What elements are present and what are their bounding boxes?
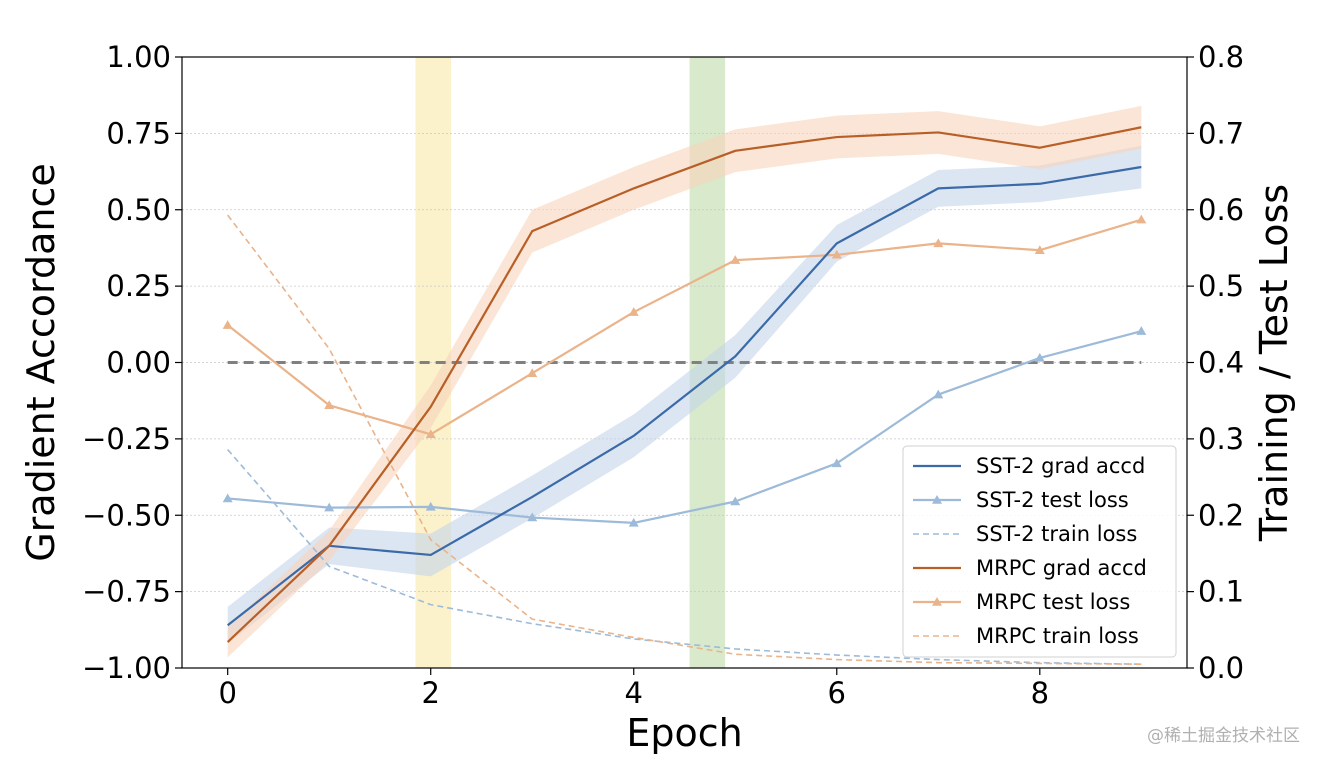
x-tick-label-1: 2	[421, 676, 439, 710]
watermark: @稀土掘金技术社区	[1147, 726, 1300, 746]
mrpc-test-loss-point-8	[1034, 245, 1045, 254]
x-tick-label-0: 0	[218, 676, 236, 710]
legend-box	[902, 445, 1177, 658]
y-right-tick-label-2: 0.2	[1198, 498, 1244, 532]
x-tick-label-3: 6	[828, 676, 846, 710]
x-axis-label: Epoch	[626, 711, 742, 755]
sst-2-test-loss-point-2	[425, 501, 436, 511]
mrpc-test-loss-point-9	[1136, 214, 1147, 224]
mrpc-test-loss-point-3	[527, 368, 538, 377]
legend-label-mrpc-train-loss: MRPC train loss	[976, 624, 1139, 648]
sst-2-grad-accd-band	[227, 145, 1142, 644]
mrpc-grad-accd-line	[226, 126, 1142, 643]
sst-2-test-loss-point-4	[628, 517, 639, 527]
y-left-tick-label-2: −0.50	[82, 498, 171, 532]
legend-label-mrpc-test-loss: MRPC test loss	[976, 590, 1130, 614]
legend-label-sst-2-test-loss: SST-2 test loss	[976, 488, 1129, 512]
legend-marker-mrpc-test-loss	[932, 597, 942, 606]
y-left-tick-label-6: 0.50	[106, 193, 171, 227]
sst-2-test-loss-point-0	[222, 493, 233, 503]
legend-label-sst-2-grad-accd: SST-2 grad accd	[976, 454, 1145, 478]
legend-label-mrpc-grad-accd: MRPC grad accd	[976, 556, 1147, 580]
mrpc-train-loss-line	[227, 214, 1142, 665]
mrpc-test-loss-point-7	[933, 238, 944, 248]
y-axis-label-left: Gradient Accordance	[19, 163, 63, 562]
y-right-tick-label-1: 0.1	[1198, 575, 1244, 609]
sst-2-test-loss-line	[227, 330, 1142, 524]
sst-2-train-loss-line	[227, 449, 1142, 665]
mrpc-test-loss-point-2	[425, 429, 436, 439]
legend-marker-sst-2-test-loss	[932, 495, 942, 504]
y-right-tick-label-0: 0.0	[1198, 651, 1244, 685]
series-lines	[222, 126, 1147, 665]
sst-2-grad-accd-line	[227, 165, 1142, 627]
y-left-tick-label-0: −1.00	[82, 651, 171, 685]
y-right-tick-label-4: 0.4	[1198, 346, 1244, 380]
axes: 0 2 4 6 8 −1.00 −0.75 −0.50 −0.25 0.00 0.25 0.50 0.7…	[19, 40, 1296, 755]
x-tick-label-2: 4	[625, 676, 643, 710]
legend: SST-2 grad accd SST-2 test loss SST-2 trai…	[902, 445, 1177, 658]
y-left-tick-label-3: −0.25	[82, 422, 171, 456]
sst-2-test-loss-point-9	[1136, 326, 1147, 335]
sst-2-test-loss-point-5	[730, 496, 741, 506]
sst-2-test-loss-point-7	[933, 389, 944, 399]
y-right-tick-label-7: 0.7	[1198, 116, 1244, 150]
y-right-tick-label-5: 0.5	[1198, 269, 1244, 303]
y-left-tick-label-1: −0.75	[82, 575, 171, 609]
y-left-tick-label-7: 0.75	[106, 116, 171, 150]
mrpc-test-loss-point-1	[324, 400, 335, 410]
y-right-tick-label-8: 0.8	[1198, 40, 1244, 74]
mrpc-test-loss-point-0	[222, 320, 233, 329]
y-left-tick-label-4: 0.00	[106, 346, 171, 380]
sst-2-test-loss-point-8	[1034, 352, 1045, 362]
y-left-tick-label-8: 1.00	[106, 40, 171, 74]
mrpc-test-loss-line	[226, 218, 1142, 436]
x-tick-label-4: 8	[1031, 676, 1049, 710]
mrpc-test-loss-point-5	[730, 255, 741, 264]
confidence-bands	[227, 105, 1142, 658]
y-right-tick-label-3: 0.3	[1198, 422, 1244, 456]
mrpc-test-loss-point-6	[831, 249, 842, 259]
sst-2-test-loss-point-3	[527, 512, 538, 522]
sst-2-test-loss-point-1	[324, 502, 335, 512]
mrpc-grad-accd-band	[227, 105, 1142, 658]
y-right-tick-label-6: 0.6	[1198, 193, 1244, 227]
legend-label-sst-2-train-loss: SST-2 train loss	[976, 522, 1137, 546]
sst-2-test-loss-point-6	[831, 458, 842, 468]
y-axis-label-right: Training / Test Loss	[1252, 184, 1296, 542]
y-left-tick-label-5: 0.25	[106, 269, 171, 303]
mrpc-test-loss-point-4	[628, 307, 639, 316]
